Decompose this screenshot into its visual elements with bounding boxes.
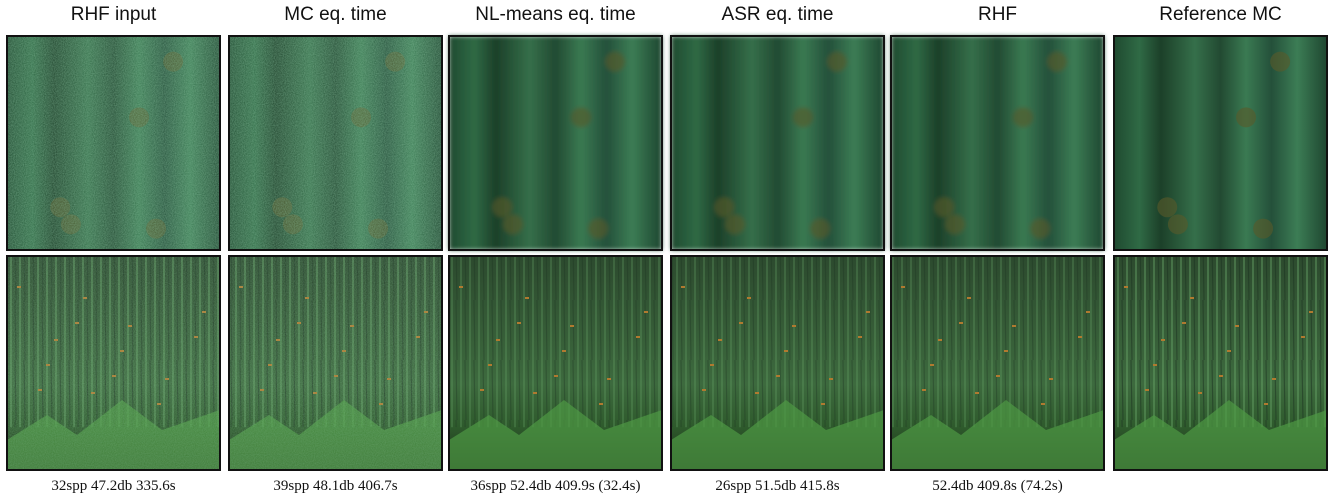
image-panel	[449, 256, 662, 470]
column-header: NL-means eq. time	[475, 4, 636, 25]
image-panel	[891, 36, 1104, 250]
column-header: ASR eq. time	[722, 4, 834, 25]
column-header: MC eq. time	[284, 4, 386, 25]
image-panel	[229, 36, 442, 250]
column-header: RHF	[978, 4, 1017, 25]
caption: 39spp 48.1db 406.7s	[273, 478, 397, 494]
image-panel	[1114, 256, 1327, 470]
caption: 32spp 47.2db 335.6s	[51, 478, 175, 494]
caption: 36spp 52.4db 409.9s (32.4s)	[470, 478, 640, 494]
image-panel	[7, 256, 220, 470]
column-header: RHF input	[71, 4, 157, 25]
image-panel	[7, 36, 220, 250]
caption: 52.4db 409.8s (74.2s)	[932, 478, 1062, 494]
image-panel	[891, 256, 1104, 470]
image-panel	[671, 256, 884, 470]
figure: RHF input 32spp 47.2db 335.6s MC eq. time 3…	[0, 0, 1331, 496]
image-panel	[671, 36, 884, 250]
image-panel	[449, 36, 662, 250]
image-panel	[229, 256, 442, 470]
image-panel	[1114, 36, 1327, 250]
column-header: Reference MC	[1159, 4, 1282, 25]
caption: 26spp 51.5db 415.8s	[715, 478, 839, 494]
